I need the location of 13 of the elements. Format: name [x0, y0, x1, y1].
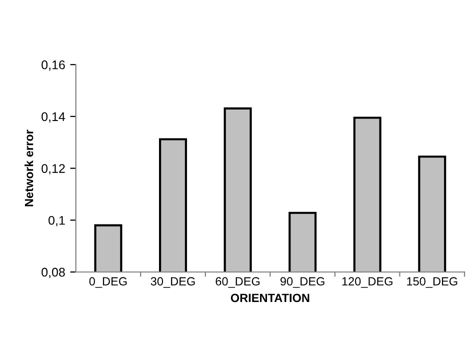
- x-axis-title: ORIENTATION: [230, 294, 310, 302]
- y-tick-label: 0,08: [42, 268, 65, 278]
- x-tick-label: 120_DEG: [342, 277, 392, 288]
- x-tick-label: 90_DEG: [280, 277, 324, 288]
- y-axis-title: Network error: [24, 130, 34, 206]
- y-tick-label: 0,12: [42, 164, 65, 174]
- y-tick-label: 0,16: [42, 60, 65, 71]
- x-tick-label: 0_DEG: [89, 277, 127, 288]
- x-tick-label: 60_DEG: [216, 277, 260, 288]
- x-tick-label: 150_DEG: [407, 277, 458, 288]
- x-tick-label: 30_DEG: [150, 277, 195, 288]
- y-tick-label: 0,1: [48, 216, 65, 226]
- y-tick-label: 0,14: [42, 112, 66, 123]
